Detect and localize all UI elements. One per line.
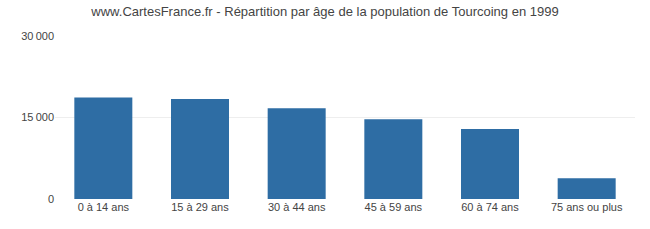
svg-text:75 ans ou plus: 75 ans ou plus — [551, 201, 623, 213]
svg-text:45 à 59 ans: 45 à 59 ans — [365, 201, 423, 213]
svg-text:15 à 29 ans: 15 à 29 ans — [171, 201, 229, 213]
svg-text:30 000: 30 000 — [21, 30, 54, 42]
svg-text:15 000: 15 000 — [21, 111, 54, 123]
svg-text:0: 0 — [48, 193, 54, 205]
svg-text:60 à 74 ans: 60 à 74 ans — [461, 201, 519, 213]
svg-text:30 à 44 ans: 30 à 44 ans — [268, 201, 326, 213]
svg-text:www.CartesFrance.fr - Répartit: www.CartesFrance.fr - Répartition par âg… — [90, 4, 558, 19]
svg-text:0 à 14 ans: 0 à 14 ans — [78, 201, 130, 213]
